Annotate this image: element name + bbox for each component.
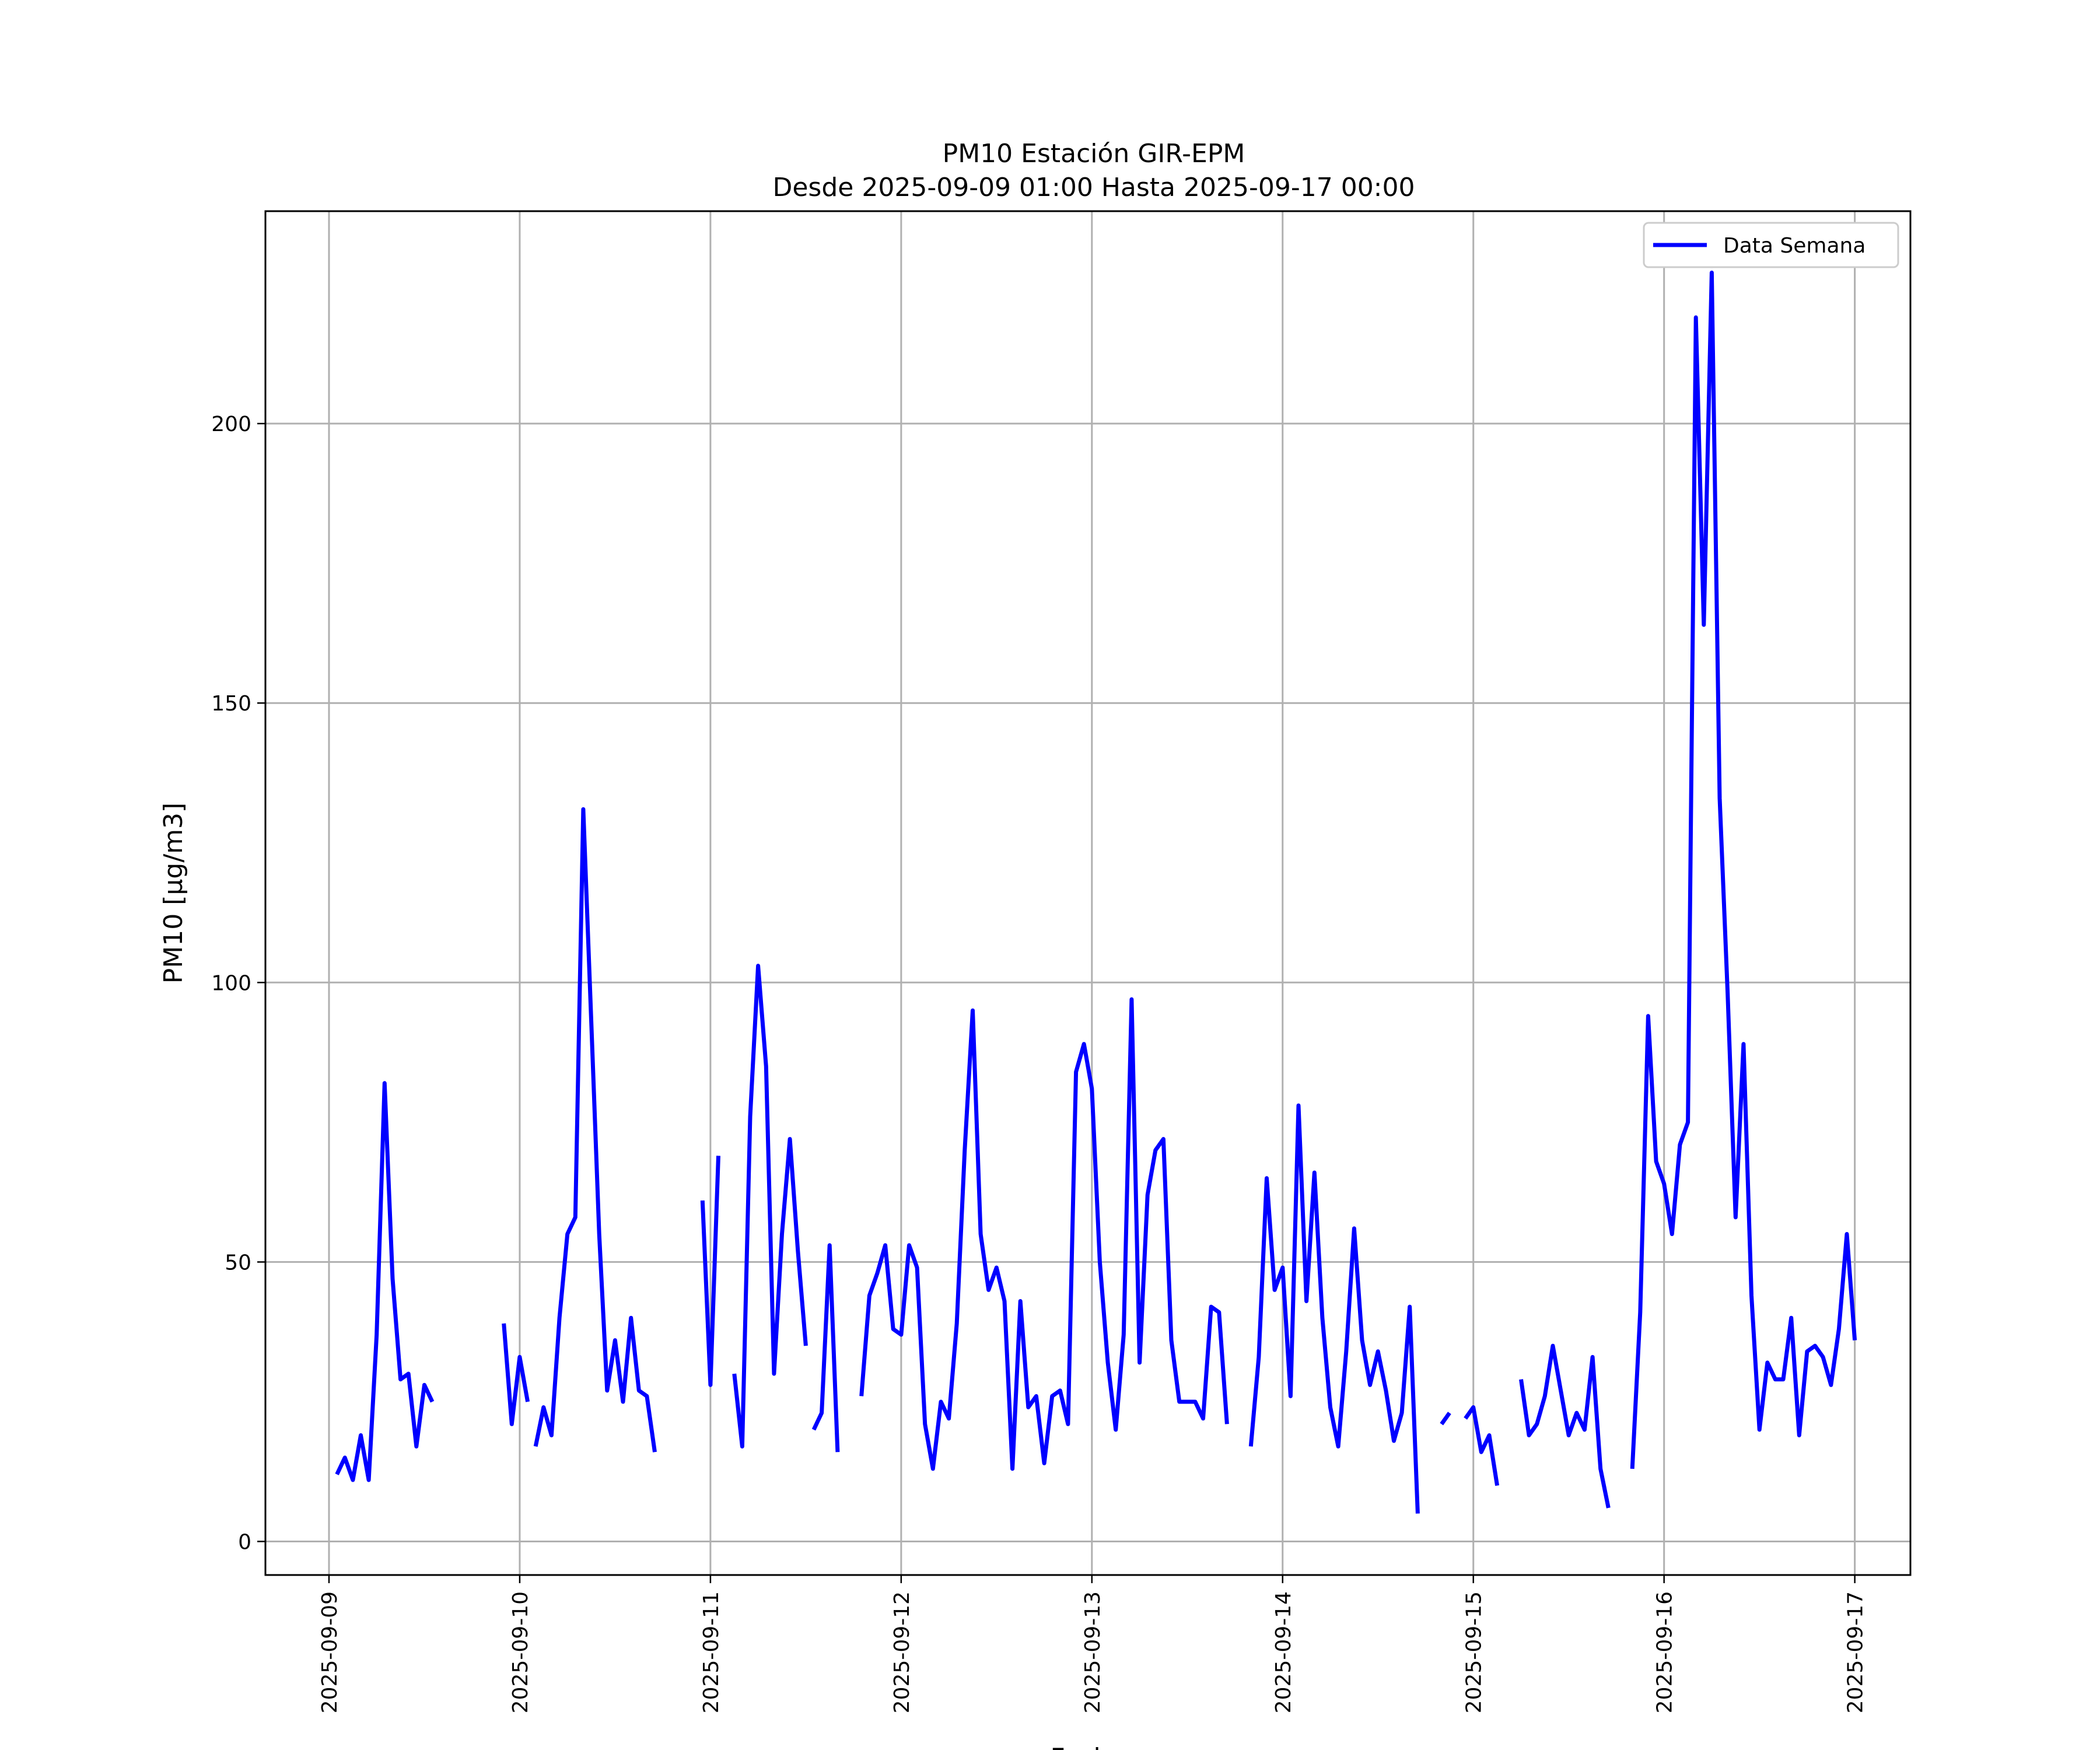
x-tick-label: 2025-09-12 (890, 1591, 914, 1713)
series-line-segment (811, 1243, 840, 1452)
x-tick-label: 2025-09-13 (1081, 1591, 1105, 1713)
x-tick-label: 2025-09-14 (1272, 1591, 1296, 1713)
x-axis-label: Fecha (1050, 1743, 1125, 1750)
legend: Data Semana (1643, 222, 1899, 268)
series-line-segment (1440, 1412, 1451, 1426)
y-tick-label: 150 (211, 692, 251, 716)
x-tick-label: 2025-09-15 (1462, 1591, 1486, 1713)
x-tick-label: 2025-09-17 (1844, 1591, 1868, 1713)
series-line-segment (700, 1156, 720, 1387)
y-tick-label: 100 (211, 971, 251, 995)
x-tick-label: 2025-09-16 (1653, 1591, 1677, 1713)
series-line-segment (1630, 270, 1857, 1469)
series-line-segment (732, 964, 808, 1449)
ticks: 2025-09-09 2025-09-10 2025-09-11 2025-09-12… (211, 412, 1867, 1713)
series-line-segment (533, 807, 657, 1452)
data-lines (335, 270, 1857, 1514)
x-tick-label: 2025-09-11 (699, 1591, 723, 1713)
y-axis-label: PM10 [μg/m3] (159, 803, 188, 984)
y-tick-label: 50 (225, 1251, 251, 1275)
x-tick-label: 2025-09-09 (318, 1591, 342, 1713)
legend-box (1643, 222, 1899, 268)
series-line-segment (1464, 1405, 1500, 1486)
plot-frame (264, 210, 1912, 1576)
series-line-segment (502, 1323, 530, 1426)
x-tick-label: 2025-09-10 (509, 1591, 533, 1713)
y-tick-label: 200 (211, 412, 251, 436)
series-line-segment (859, 997, 1229, 1471)
series-line-segment (1519, 1343, 1611, 1508)
legend-label: Data Semana (1723, 234, 1866, 258)
series-line-segment (335, 1081, 435, 1482)
chart-title: PM10 Estación GIR-EPM (943, 139, 1245, 169)
grid (265, 211, 1910, 1575)
y-tick-label: 0 (238, 1531, 251, 1555)
chart-subtitle: Desde 2025-09-09 01:00 Hasta 2025-09-17 … (772, 173, 1415, 202)
series-line-segment (1248, 1103, 1420, 1514)
